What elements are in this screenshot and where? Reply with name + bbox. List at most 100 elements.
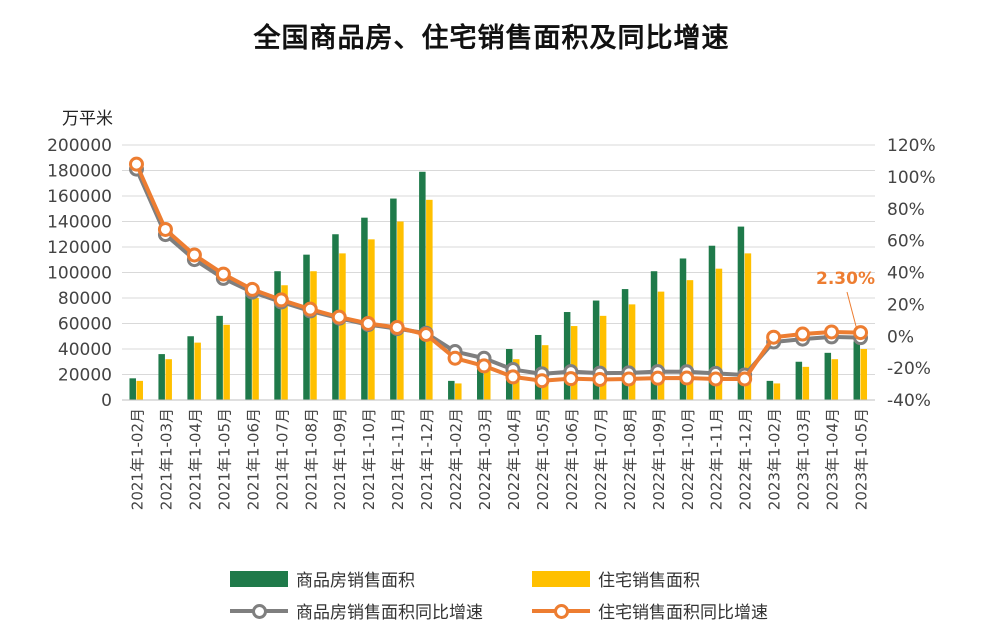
bar-residential — [657, 291, 665, 400]
point-residential-growth — [157, 221, 173, 237]
legend-item-commercial-growth: 商品房销售面积同比增速 — [230, 598, 483, 623]
bar-residential — [860, 349, 868, 400]
x-tick-label: 2022年1-07月 — [592, 408, 610, 510]
x-tick-label: 2023年1-05月 — [853, 408, 871, 510]
point-residential-growth — [128, 156, 144, 172]
right-tick-label: -40% — [887, 391, 931, 411]
point-residential-growth — [244, 281, 260, 297]
x-tick-label: 2022年1-11月 — [708, 408, 726, 510]
right-tick-label: 0% — [887, 327, 914, 347]
bar-residential — [165, 359, 172, 400]
bar-residential — [599, 315, 607, 400]
x-tick-label: 2021年1-12月 — [418, 408, 436, 510]
bar-commercial — [448, 380, 455, 400]
left-tick-label: 0 — [101, 391, 112, 411]
x-tick-label: 2022年1-03月 — [476, 408, 494, 510]
x-tick-label: 2021年1-10月 — [360, 408, 378, 510]
legend-item-residential-area: 住宅销售面积 — [532, 566, 700, 591]
x-tick-label: 2023年1-03月 — [795, 408, 813, 510]
bar-residential — [455, 383, 462, 400]
bar-residential — [484, 366, 491, 400]
bar-residential — [339, 253, 346, 400]
point-residential-growth — [795, 326, 811, 342]
right-tick-label: 120% — [887, 136, 936, 156]
legend-label: 商品房销售面积同比增速 — [296, 603, 483, 623]
point-residential-growth — [534, 373, 550, 389]
x-tick-label: 2021年1-02月 — [128, 408, 146, 510]
bar-residential — [426, 199, 433, 400]
bar-commercial — [361, 217, 368, 400]
right-tick-label: 100% — [887, 168, 936, 188]
callout-leader — [846, 291, 858, 331]
bar-commercial — [158, 354, 165, 400]
right-tick-label: 40% — [887, 264, 925, 284]
x-tick-label: 2022年1-08月 — [621, 408, 639, 510]
bar-commercial — [419, 171, 426, 400]
bar-commercial — [245, 286, 252, 400]
bar-commercial — [737, 226, 745, 400]
legend-swatch-commercial — [230, 570, 288, 587]
x-tick-label: 2021年1-03月 — [157, 408, 175, 510]
bar-residential — [397, 221, 404, 400]
point-residential-growth — [766, 329, 782, 345]
right-axis: 120% 100% 80% 60% 40% 20% 0% -20% -40% — [887, 136, 936, 411]
x-tick-label: 2023年1-04月 — [824, 408, 842, 510]
x-tick-label: 2022年1-05月 — [534, 408, 552, 510]
left-tick-label: 200000 — [47, 136, 112, 156]
point-residential-growth — [302, 301, 318, 317]
annotation-label: 2.30% — [816, 269, 875, 289]
legend-swatch-residential — [532, 570, 590, 587]
left-tick-label: 140000 — [47, 213, 112, 233]
bar-commercial — [824, 352, 832, 400]
bar-residential — [310, 271, 317, 400]
bar-residential — [570, 326, 578, 400]
x-tick-label: 2021年1-08月 — [302, 408, 320, 510]
chart-title: 全国商品房、住宅销售面积及同比增速 — [253, 23, 730, 54]
bar-residential — [281, 285, 288, 400]
right-tick-label: -20% — [887, 359, 931, 379]
bar-residential — [802, 366, 810, 400]
bar-residential — [628, 304, 636, 400]
grid-lines — [122, 144, 875, 401]
bar-commercial — [390, 198, 397, 400]
x-tick-label: 2022年1-06月 — [563, 408, 581, 510]
bar-residential — [252, 298, 259, 400]
bar-residential — [223, 324, 230, 400]
x-tick-label: 2021年1-06月 — [244, 408, 262, 510]
legend-label: 住宅销售面积 — [598, 571, 700, 591]
point-residential-growth — [650, 370, 666, 386]
bar-commercial — [621, 289, 629, 400]
point-residential-growth — [679, 370, 695, 386]
point-residential-growth — [621, 371, 637, 387]
left-tick-label: 40000 — [58, 340, 112, 360]
legend-item-residential-growth: 住宅销售面积同比增速 — [532, 598, 768, 623]
left-axis: 2000001800001600001400001200001000008000… — [47, 136, 112, 411]
left-tick-label: 120000 — [47, 238, 112, 258]
point-residential-growth — [273, 292, 289, 308]
bar-commercial — [766, 380, 774, 400]
left-tick-label: 80000 — [58, 289, 112, 309]
x-tick-label: 2023年1-02月 — [766, 408, 784, 510]
bar-residential — [744, 253, 752, 400]
right-tick-label: 80% — [887, 200, 925, 220]
point-residential-growth — [186, 247, 202, 263]
x-tick-label: 2022年1-10月 — [679, 408, 697, 510]
legend-label: 商品房销售面积 — [296, 571, 415, 591]
bar-residential — [136, 380, 143, 400]
left-tick-label: 20000 — [58, 366, 112, 386]
legend-item-commercial-area: 商品房销售面积 — [230, 566, 415, 591]
point-residential-growth — [737, 371, 753, 387]
x-tick-label: 2021年1-04月 — [186, 408, 204, 510]
point-residential-growth — [505, 369, 521, 385]
bar-commercial — [592, 300, 600, 400]
point-residential-growth — [563, 371, 579, 387]
bar-commercial — [216, 315, 223, 400]
point-residential-growth — [418, 326, 434, 342]
y-axis-unit: 万平米 — [62, 109, 113, 129]
bar-commercial — [563, 312, 571, 400]
legend-label: 住宅销售面积同比增速 — [598, 603, 768, 623]
x-tick-label: 2022年1-02月 — [447, 408, 465, 510]
bar-residential — [686, 280, 694, 400]
right-tick-label: 20% — [887, 295, 925, 315]
